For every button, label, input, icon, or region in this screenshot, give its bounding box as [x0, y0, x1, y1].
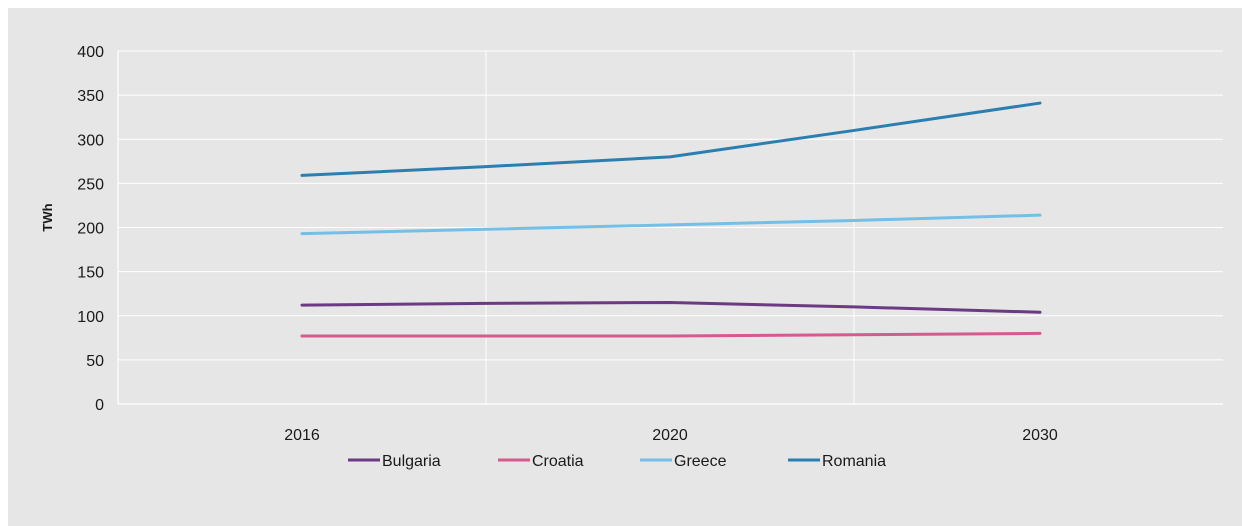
- y-tick-label: 100: [77, 309, 104, 326]
- x-tick-label: 2016: [284, 427, 320, 444]
- y-tick-label: 300: [77, 132, 104, 149]
- legend-label: Croatia: [532, 453, 584, 470]
- legend-item-greece: Greece: [640, 453, 727, 470]
- y-tick-label: 250: [77, 176, 104, 193]
- x-tick-label: 2020: [652, 427, 688, 444]
- legend-item-croatia: Croatia: [498, 453, 584, 470]
- y-tick-label: 150: [77, 265, 104, 282]
- legend-item-bulgaria: Bulgaria: [348, 453, 441, 470]
- legend-label: Bulgaria: [382, 453, 441, 470]
- x-tick-label: 2030: [1022, 427, 1058, 444]
- legend-item-romania: Romania: [788, 453, 886, 470]
- y-tick-label: 350: [77, 88, 104, 105]
- series-line-romania: [300, 101, 1042, 177]
- legend-label: Greece: [674, 453, 727, 470]
- axis-layer: 0 50 100 150 200 250 300 350 400 2016 2020 2030: [77, 44, 1223, 444]
- line-chart: 0 50 100 150 200 250 300 350 400 2016 2020 2030 TWh…: [40, 44, 1223, 470]
- y-tick-label: 200: [77, 221, 104, 238]
- y-tick-label: 0: [95, 397, 104, 414]
- legend: Bulgaria Croatia Greece Romania: [348, 453, 886, 470]
- grid-layer: [118, 50, 1223, 404]
- y-axis-label: TWh: [40, 203, 55, 231]
- series-line-greece: [300, 213, 1042, 236]
- chart-panel: 0 50 100 150 200 250 300 350 400 2016 2020 2030 TWh…: [8, 8, 1242, 526]
- legend-label: Romania: [822, 453, 886, 470]
- series-line-croatia: [300, 331, 1042, 338]
- y-tick-label: 400: [77, 44, 104, 61]
- y-tick-label: 50: [86, 353, 104, 370]
- series-layer: [300, 101, 1042, 338]
- series-line-bulgaria: [300, 301, 1042, 314]
